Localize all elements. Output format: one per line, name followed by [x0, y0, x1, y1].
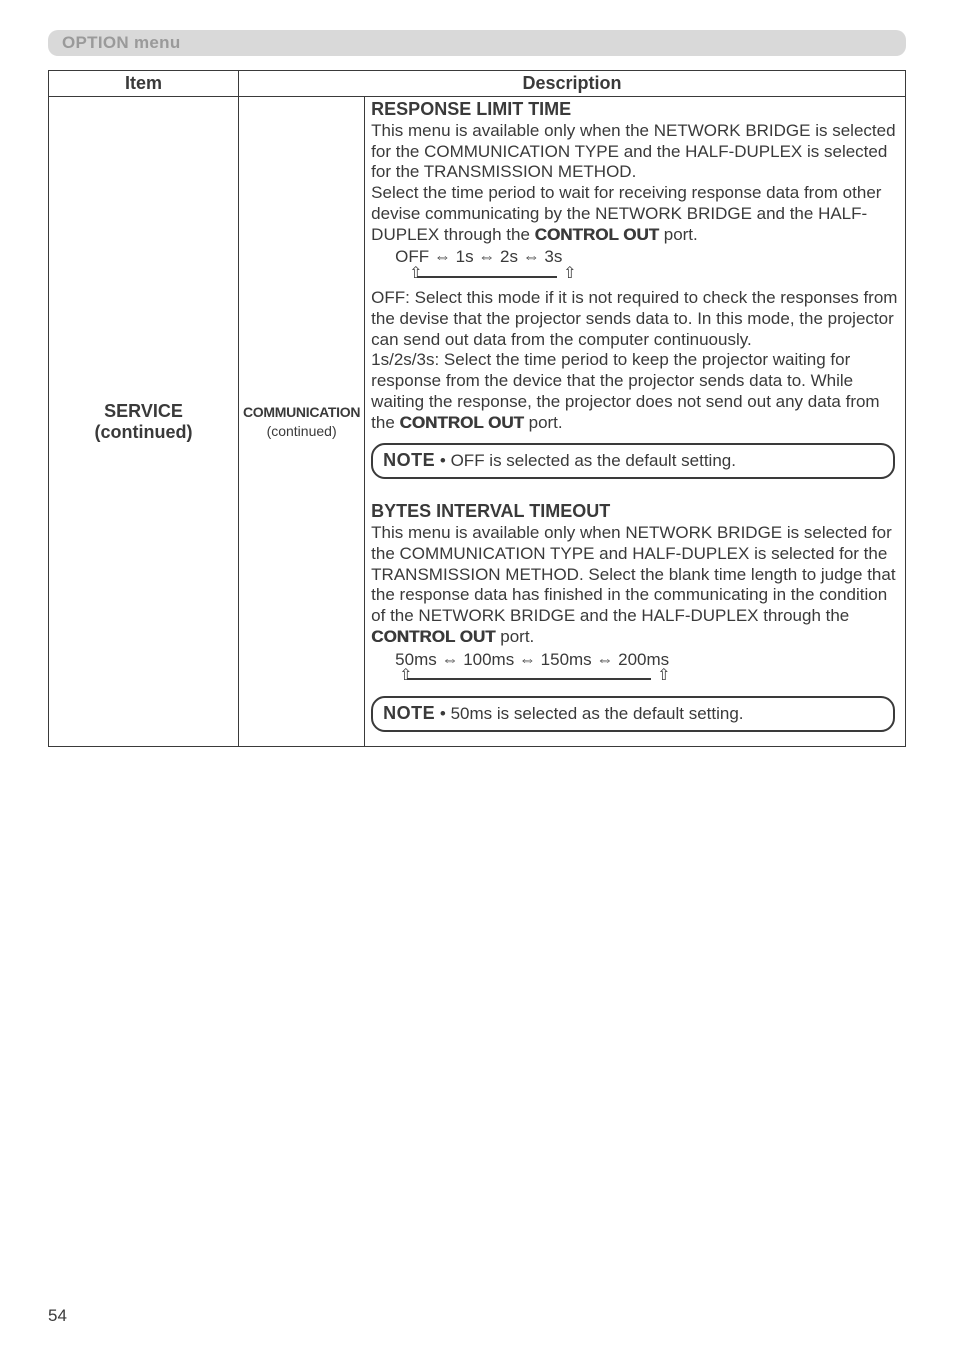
response-p1b-post: port.: [659, 225, 698, 244]
cell-item: SERVICE (continued): [49, 97, 239, 747]
th-item: Item: [49, 71, 239, 97]
section-header-title: OPTION menu: [62, 33, 181, 52]
section-header: OPTION menu: [48, 30, 906, 56]
arrow-up-left-icon-2: ⇧: [399, 668, 412, 684]
response-title: RESPONSE LIMIT TIME: [371, 99, 899, 121]
bytes-arrow-row: ⇧ ⇧: [395, 670, 899, 686]
arrow-line: [417, 276, 557, 278]
bytes-note: NOTE • 50ms is selected as the default s…: [371, 696, 895, 732]
response-para-2b: 1s/2s/3s: Select the time period to keep…: [371, 350, 899, 433]
cell-subitem: COMMUNICATION (continued): [239, 97, 365, 747]
response-para-1a: This menu is available only when the NET…: [371, 121, 899, 183]
item-line1: SERVICE: [53, 401, 234, 422]
arrow-up-right-icon: ⇧: [563, 266, 576, 282]
item-line2: (continued): [53, 422, 234, 443]
bytes-p1-pre: This menu is available only when NETWORK…: [371, 523, 895, 625]
response-para-1b: Select the time period to wait for recei…: [371, 183, 899, 245]
response-para-2a: OFF: Select this mode if it is not requi…: [371, 288, 899, 350]
note-text-2: • 50ms is selected as the default settin…: [435, 704, 743, 723]
response-note: NOTE • OFF is selected as the default se…: [371, 443, 895, 479]
arrow-up-right-icon-2: ⇧: [657, 668, 670, 684]
arrow-line-2: [407, 678, 651, 680]
bytes-p1-post: port.: [496, 627, 535, 646]
option-table: Item Description SERVICE (continued) COM…: [48, 70, 906, 747]
bytes-title: BYTES INTERVAL TIMEOUT: [371, 501, 899, 523]
response-options: OFF ⇔ 1s ⇔ 2s ⇔ 3s: [371, 247, 899, 268]
note-label: NOTE: [383, 450, 435, 470]
arrow-up-left-icon: ⇧: [409, 266, 422, 282]
page-number: 54: [48, 1306, 67, 1326]
control-out-port: CONTROL OUT: [535, 225, 659, 244]
bytes-para-1: This menu is available only when NETWORK…: [371, 523, 899, 647]
response-p2b-post: port.: [524, 413, 563, 432]
cell-description: RESPONSE LIMIT TIME This menu is availab…: [365, 97, 906, 747]
control-out-port-2: CONTROL OUT: [400, 413, 524, 432]
response-arrow-row: ⇧ ⇧: [395, 268, 899, 284]
bytes-options: 50ms ⇔ 100ms ⇔ 150ms ⇔ 200ms: [371, 650, 899, 671]
sub-line2: (continued): [243, 422, 360, 440]
note-label-2: NOTE: [383, 703, 435, 723]
th-description: Description: [239, 71, 906, 97]
control-out-port-3: CONTROL OUT: [371, 627, 495, 646]
sub-line1: COMMUNICATION: [243, 403, 360, 421]
note-text: • OFF is selected as the default setting…: [435, 451, 736, 470]
